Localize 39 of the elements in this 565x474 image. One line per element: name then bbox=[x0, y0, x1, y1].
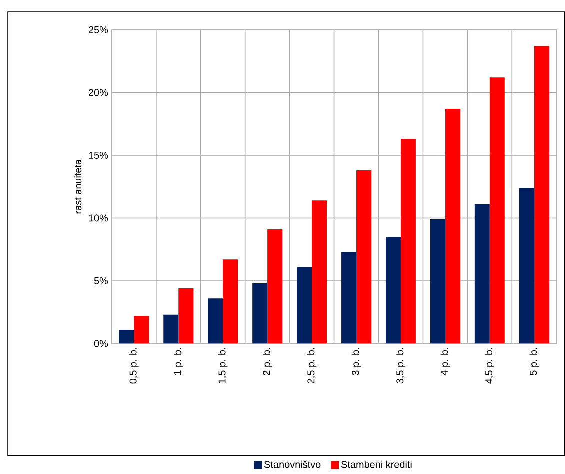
bar bbox=[223, 260, 238, 344]
y-tick-label: 5% bbox=[94, 278, 108, 285]
bar bbox=[400, 139, 416, 344]
y-tick-label: 20% bbox=[88, 89, 108, 96]
y-tick-label: 0% bbox=[94, 340, 108, 348]
legend-label: Stanovništvo bbox=[264, 461, 321, 468]
x-tick-label: 2,5 p. b. bbox=[307, 348, 317, 384]
bar bbox=[208, 298, 224, 344]
x-tick-label: 5 p. b. bbox=[530, 348, 540, 376]
x-tick-label: 0,5 p. b. bbox=[130, 348, 139, 384]
bar bbox=[490, 78, 505, 344]
x-tick-label: 3,5 p. b. bbox=[396, 348, 406, 384]
y-tick-label: 25% bbox=[88, 26, 108, 34]
bar bbox=[134, 316, 150, 344]
x-tick-label: 3 p. b. bbox=[352, 348, 362, 376]
x-tick-label: 2 p. b. bbox=[262, 348, 272, 376]
bar bbox=[342, 252, 357, 344]
bar bbox=[164, 315, 179, 344]
bar bbox=[474, 204, 490, 344]
bar bbox=[430, 220, 446, 344]
bar bbox=[534, 46, 550, 344]
x-tick-label: 4,5 p. b. bbox=[485, 348, 495, 384]
bar bbox=[386, 237, 401, 344]
x-tick-label: 4 p. b. bbox=[440, 348, 450, 376]
bar bbox=[178, 288, 194, 344]
bar bbox=[268, 230, 283, 344]
bar bbox=[445, 109, 460, 344]
x-tick-label: 1,5 p. b. bbox=[218, 348, 228, 384]
bar bbox=[356, 170, 372, 344]
bar bbox=[312, 200, 328, 344]
bar bbox=[119, 330, 134, 344]
bar bbox=[252, 284, 268, 344]
bar bbox=[297, 267, 312, 344]
bar bbox=[519, 188, 534, 344]
y-tick-label: 15% bbox=[89, 152, 108, 160]
y-tick-label: 10% bbox=[89, 214, 108, 222]
y-axis-title: rast anuiteta bbox=[74, 160, 82, 214]
x-tick-label: 1 p. b. bbox=[174, 348, 184, 376]
legend-label: Stambeni krediti bbox=[342, 461, 412, 468]
